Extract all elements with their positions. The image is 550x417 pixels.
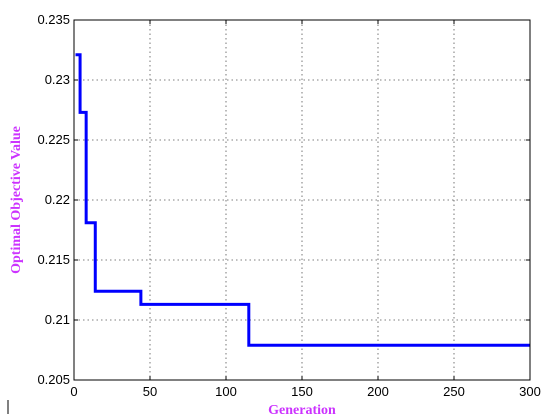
y-tick-label: 0.225 [37, 132, 70, 147]
x-axis-title: Generation [268, 403, 336, 417]
x-tick-label: 200 [367, 384, 389, 399]
x-tick-label: 50 [143, 384, 157, 399]
grid [74, 20, 530, 380]
x-tick-label: 250 [443, 384, 465, 399]
y-tick-label: 0.23 [45, 72, 70, 87]
x-tick-label: 100 [215, 384, 237, 399]
x-tick-label: 300 [519, 384, 541, 399]
y-axis-title: Optimal Objective Value [9, 126, 24, 274]
y-tick-label: 0.235 [37, 12, 70, 27]
series-line [75, 53, 530, 347]
x-tick-label: 150 [291, 384, 313, 399]
series-layer [75, 53, 530, 347]
y-tick-label: 0.22 [45, 192, 70, 207]
y-tick-label: 0.21 [45, 312, 70, 327]
tick-labels: 0 50 100 150 200 250 300 0.205 0.21 0.215 0.22 0.22… [37, 12, 540, 399]
ticks [73, 19, 531, 381]
x-tick-label: 0 [70, 384, 77, 399]
y-tick-label: 0.205 [37, 372, 70, 387]
y-tick-label: 0.215 [37, 252, 70, 267]
